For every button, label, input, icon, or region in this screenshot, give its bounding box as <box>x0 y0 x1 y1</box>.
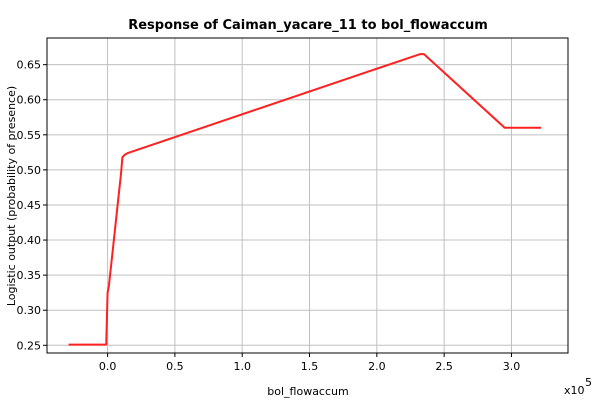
series-layer <box>68 53 542 346</box>
y-tick-label: 0.60 <box>17 94 42 107</box>
x-tick-label: 1.5 <box>301 360 319 373</box>
x-axis-exponent-base: x10 <box>564 384 585 397</box>
x-tick-label: 3.0 <box>503 360 521 373</box>
y-tick-label: 0.30 <box>17 304 42 317</box>
x-tick-label: 2.0 <box>368 360 386 373</box>
grid-lines <box>47 38 568 353</box>
x-axis-exponent-power: 5 <box>585 376 592 389</box>
x-axis-ticks: 0.0 0.5 1.0 1.5 2.0 2.5 3.0 <box>99 353 520 373</box>
x-axis-exponent: x10 5 <box>564 376 592 397</box>
x-tick-label: 2.5 <box>435 360 453 373</box>
chart-title: Response of Caiman_yacare_11 to bol_flow… <box>128 18 488 33</box>
y-tick-label: 0.50 <box>17 164 42 177</box>
y-tick-label: 0.45 <box>17 199 42 212</box>
x-axis-label: bol_flowaccum <box>267 385 348 398</box>
plot-frame <box>46 37 569 354</box>
y-axis-label: Logistic output (probability of presence… <box>5 86 18 306</box>
response-curve <box>68 53 542 346</box>
x-tick-label: 0.0 <box>99 360 117 373</box>
y-tick-label: 0.55 <box>17 129 42 142</box>
y-tick-label: 0.65 <box>17 59 42 72</box>
y-tick-label: 0.35 <box>17 269 42 282</box>
y-tick-label: 0.25 <box>17 339 42 352</box>
x-tick-label: 1.0 <box>233 360 251 373</box>
y-tick-label: 0.40 <box>17 234 42 247</box>
x-tick-label: 0.5 <box>166 360 184 373</box>
y-axis-ticks: 0.25 0.30 0.35 0.40 0.45 0.50 0.55 0.60 0.65 <box>17 59 47 352</box>
